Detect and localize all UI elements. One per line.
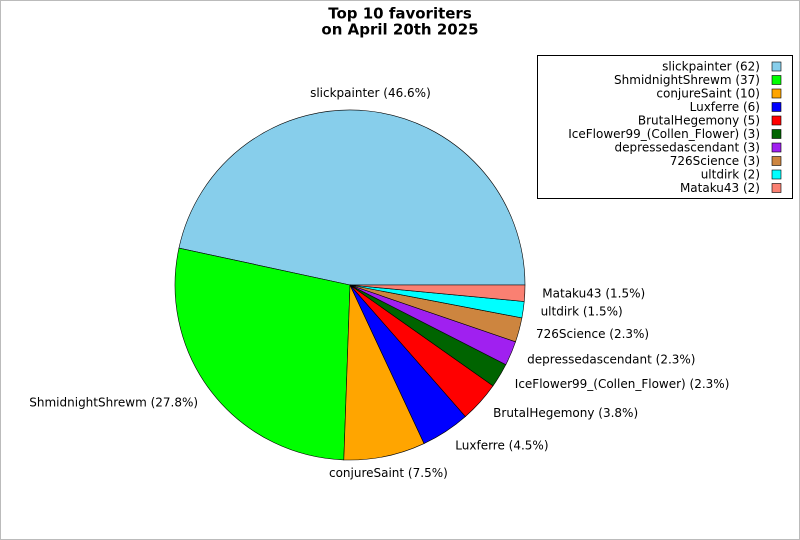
legend-label: ShmidnightShrewm (37) bbox=[614, 73, 760, 87]
legend-label: conjureSaint (10) bbox=[656, 87, 760, 101]
legend-swatch bbox=[771, 75, 782, 85]
slice-label: depressedascendant (2.3%) bbox=[527, 353, 695, 367]
slice-label: BrutalHegemony (3.8%) bbox=[493, 406, 638, 420]
legend-swatch bbox=[771, 102, 782, 112]
slice-label: ShmidnightShrewm (27.8%) bbox=[29, 396, 198, 410]
legend-label: depressedascendant (3) bbox=[615, 141, 760, 155]
legend-swatch bbox=[771, 156, 782, 166]
legend-box bbox=[537, 55, 793, 199]
slice-label: IceFlower99_(Collen_Flower) (2.3%) bbox=[515, 377, 730, 391]
slice-label: Luxferre (4.5%) bbox=[455, 439, 548, 453]
slice-label: 726Science (2.3%) bbox=[536, 327, 649, 341]
legend-label: Luxferre (6) bbox=[690, 100, 760, 114]
legend-swatch bbox=[771, 169, 782, 180]
pie-slice bbox=[178, 109, 526, 286]
legend-swatch bbox=[771, 183, 782, 193]
legend-swatch bbox=[771, 129, 782, 139]
legend-swatch bbox=[771, 88, 782, 99]
legend-swatch bbox=[771, 61, 782, 72]
chart-title: on April 20th 2025 bbox=[321, 21, 478, 39]
chart-title: Top 10 favoriters bbox=[328, 5, 472, 23]
pie-slice bbox=[174, 247, 351, 461]
legend-label: ultdirk (2) bbox=[701, 168, 760, 182]
slice-label: slickpainter (46.6%) bbox=[310, 86, 431, 100]
slice-label: ultdirk (1.5%) bbox=[541, 305, 623, 319]
slice-label: Mataku43 (1.5%) bbox=[542, 287, 645, 301]
legend-label: slickpainter (62) bbox=[662, 60, 760, 74]
pie-slice bbox=[349, 284, 526, 302]
slice-label: conjureSaint (7.5%) bbox=[329, 466, 448, 480]
legend-label: Mataku43 (2) bbox=[680, 181, 760, 195]
legend-swatch bbox=[771, 115, 782, 126]
legend-label: 726Science (3) bbox=[670, 154, 760, 168]
legend-label: IceFlower99_(Collen_Flower) (3) bbox=[568, 127, 760, 141]
legend-swatch bbox=[771, 142, 782, 153]
legend-label: BrutalHegemony (5) bbox=[638, 114, 760, 128]
